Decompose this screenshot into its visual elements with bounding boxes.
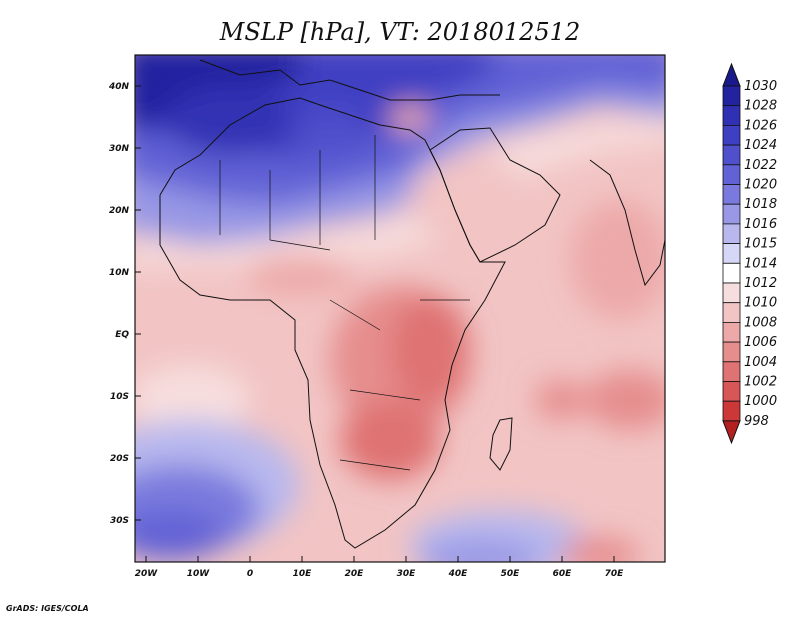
colorbar-label: 1014	[744, 256, 777, 271]
colorbar-segment	[722, 341, 741, 363]
longitude-axis: 20W 10W 0 10E 20E 30E 40E 50E 60E 70E	[135, 556, 624, 579]
colorbar-label: 1012	[744, 276, 777, 291]
lat-tick-label: 10S	[110, 392, 129, 402]
colorbar-segment	[722, 203, 741, 225]
colorbar-segment	[722, 243, 741, 264]
lat-tick-label: 10N	[109, 268, 130, 278]
colorbar-label: 1015	[744, 237, 777, 252]
colorbar-segment	[722, 164, 741, 185]
lon-tick-label: 0	[247, 569, 253, 579]
lon-tick-label: 10W	[187, 569, 211, 579]
lat-tick-label: 20S	[110, 454, 129, 464]
colorbar-segment	[722, 262, 741, 284]
lat-tick-label: 30N	[109, 144, 130, 154]
arabia-coastline	[429, 127, 561, 263]
india-coastline	[589, 159, 665, 287]
lat-tick-label: 30S	[110, 516, 129, 526]
lat-tick-label: 20N	[109, 206, 130, 216]
colorbar-segment	[722, 321, 741, 343]
lon-tick-label: 20W	[135, 569, 159, 579]
lat-tick-label: EQ	[115, 330, 129, 340]
colorbar-segment	[722, 125, 741, 146]
colorbar-segment	[722, 282, 741, 304]
colorbar-label: 1022	[744, 158, 777, 173]
colorbar-label: 1018	[744, 197, 777, 212]
colorbar-label: 1024	[744, 138, 777, 153]
lat-tick-label: 40N	[108, 82, 130, 92]
colorbar-segment	[722, 381, 741, 402]
coastlines	[159, 59, 665, 549]
colorbar-label: 1010	[744, 296, 777, 311]
colorbar-top-arrow	[722, 62, 741, 87]
lon-tick-label: 70E	[605, 569, 625, 579]
colorbar-bottom-arrow	[722, 420, 741, 445]
colorbar-label: 1006	[744, 335, 777, 350]
colorbar-segment	[722, 223, 741, 244]
colorbar-label: 1008	[744, 315, 777, 330]
lon-tick-label: 50E	[501, 569, 521, 579]
colorbar-label: 1004	[744, 355, 777, 370]
map-title: MSLP [hPa], VT: 2018012512	[219, 18, 580, 46]
colorbar-segment	[722, 184, 741, 205]
colorbar-label: 1020	[744, 178, 777, 193]
europe-coastline	[199, 59, 500, 101]
pressure-field	[135, 55, 665, 562]
lon-tick-label: 20E	[345, 569, 365, 579]
colorbar-label: 1028	[744, 99, 777, 114]
colorbar: 1030 1028 1026 1024 1022 1020 1018 1016 1015 1014…	[722, 62, 777, 445]
africa-coastline	[159, 97, 506, 549]
colorbar-segment	[722, 144, 741, 166]
latitude-axis: 40N 30N 20N 10N EQ 10S 20S 30S	[108, 82, 141, 526]
lon-tick-label: 40E	[448, 569, 469, 579]
colorbar-label: 1016	[744, 217, 777, 232]
colorbar-label: 1000	[744, 394, 777, 409]
colorbar-label: 1030	[744, 79, 777, 94]
lon-tick-label: 10E	[293, 569, 313, 579]
lon-tick-label: 30E	[397, 569, 417, 579]
colorbar-segment	[722, 302, 741, 323]
colorbar-label: 998	[744, 414, 769, 429]
grads-credit: GrADS: IGES/COLA	[6, 604, 89, 613]
lon-tick-label: 60E	[553, 569, 573, 579]
colorbar-segment	[722, 400, 741, 422]
colorbar-segment	[722, 361, 741, 382]
colorbar-segment	[722, 85, 741, 107]
map-frame	[134, 54, 666, 563]
colorbar-label: 1002	[744, 375, 777, 390]
colorbar-segment	[722, 105, 741, 126]
madagascar-coastline	[489, 417, 513, 471]
country-borders	[219, 135, 470, 471]
colorbar-label: 1026	[744, 118, 777, 133]
